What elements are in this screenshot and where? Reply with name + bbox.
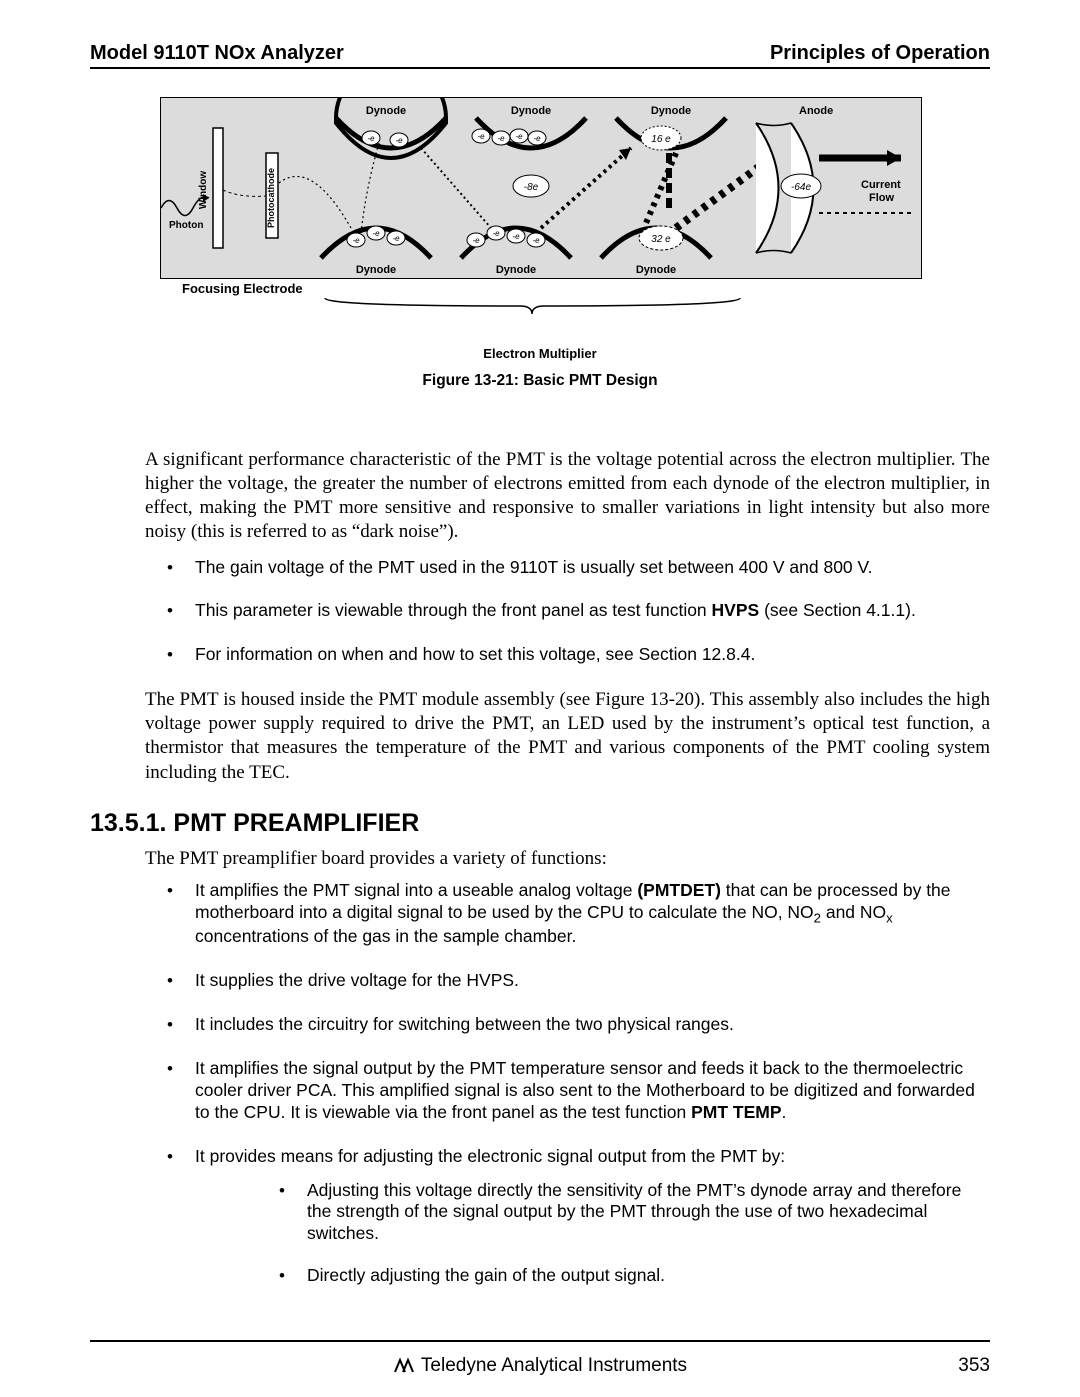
label-dynode: Dynode — [496, 264, 536, 276]
footer-page-number: 353 — [958, 1355, 990, 1377]
label-dynode: Dynode — [356, 264, 396, 276]
bullet-item: This parameter is viewable through the f… — [167, 600, 990, 622]
section-heading: 13.5.1. PMT PREAMPLIFIER — [90, 809, 990, 838]
svg-text:-e: -e — [515, 132, 523, 141]
bullet-item: The gain voltage of the PMT used in the … — [167, 557, 990, 579]
svg-text:-e: -e — [477, 132, 485, 141]
section-number: 13.5.1. — [90, 809, 166, 837]
label-current: Current — [861, 179, 901, 191]
multiplier-64e: -64e — [791, 182, 811, 193]
page-footer: Teledyne Analytical Instruments 353 — [90, 1355, 990, 1377]
figure-lower-labels: Focusing Electrode — [160, 279, 920, 296]
label-photocathode: Photocathode — [266, 168, 276, 228]
sub-bullet-item: Adjusting this voltage directly the sens… — [279, 1180, 990, 1246]
svg-text:-e: -e — [352, 236, 360, 245]
label-photon: Photon — [169, 220, 203, 231]
label-focusing-electrode: Focusing Electrode — [182, 281, 303, 296]
svg-text:-e: -e — [497, 134, 505, 143]
bullet-item: It provides means for adjusting the elec… — [167, 1146, 990, 1287]
label-dynode: Dynode — [366, 105, 406, 117]
multiplier-16e: 16 e — [651, 134, 671, 145]
svg-text:-e: -e — [492, 229, 500, 238]
label-dynode: Dynode — [651, 105, 691, 117]
header-right: Principles of Operation — [770, 42, 990, 65]
page-header: Model 9110T NOx Analyzer Principles of O… — [90, 42, 990, 69]
svg-text:-e: -e — [532, 236, 540, 245]
sub-bullet-list: Adjusting this voltage directly the sens… — [257, 1180, 990, 1288]
body-text-block: A significant performance characteristic… — [145, 448, 990, 785]
bullet-item: It includes the circuitry for switching … — [167, 1014, 990, 1036]
label-window: Window — [198, 171, 209, 209]
bullet-list-1: The gain voltage of the PMT used in the … — [145, 557, 990, 667]
bullet-list-2: It amplifies the PMT signal into a useab… — [145, 880, 990, 1287]
document-page: Model 9110T NOx Analyzer Principles of O… — [0, 0, 1080, 1397]
svg-text:-e: -e — [472, 236, 480, 245]
svg-text:-e: -e — [533, 134, 541, 143]
header-left: Model 9110T NOx Analyzer — [90, 42, 344, 65]
figure-diagram: Window Photon Photocathode Dynode Dynode — [160, 97, 922, 279]
section-title: PMT PREAMPLIFIER — [173, 809, 419, 837]
paragraph-2: The PMT is housed inside the PMT module … — [145, 688, 990, 785]
bullet-item: For information on when and how to set t… — [167, 644, 990, 666]
figure-caption: Figure 13-21: Basic PMT Design — [160, 372, 920, 390]
label-dynode: Dynode — [511, 105, 551, 117]
paragraph-1: A significant performance characteristic… — [145, 448, 990, 545]
label-anode: Anode — [799, 105, 833, 117]
label-electron-multiplier: Electron Multiplier — [160, 346, 920, 361]
multiplier-32e: 32 e — [651, 234, 671, 245]
sub-bullet-item: Directly adjusting the gain of the outpu… — [279, 1265, 990, 1287]
footer-company: Teledyne Analytical Instruments — [421, 1355, 687, 1377]
svg-text:-e: -e — [395, 136, 403, 145]
section-body: The PMT preamplifier board provides a va… — [145, 848, 990, 1287]
svg-text:-e: -e — [392, 234, 400, 243]
figure-pmt-design: Window Photon Photocathode Dynode Dynode — [160, 97, 920, 390]
label-flow: Flow — [869, 192, 894, 204]
bullet-item: It amplifies the PMT signal into a useab… — [167, 880, 990, 949]
footer-rule — [90, 1340, 990, 1342]
svg-text:-e: -e — [372, 229, 380, 238]
bullet-item: It amplifies the signal output by the PM… — [167, 1058, 990, 1124]
svg-text:-e: -e — [367, 134, 375, 143]
brace-icon — [160, 296, 920, 318]
bullet-text: It provides means for adjusting the elec… — [195, 1146, 785, 1166]
multiplier-8e: -8e — [524, 182, 539, 193]
label-dynode: Dynode — [636, 264, 676, 276]
svg-text:-e: -e — [512, 232, 520, 241]
bullet-item: It supplies the drive voltage for the HV… — [167, 970, 990, 992]
teledyne-logo-icon — [393, 1357, 415, 1375]
section-intro: The PMT preamplifier board provides a va… — [145, 848, 607, 869]
